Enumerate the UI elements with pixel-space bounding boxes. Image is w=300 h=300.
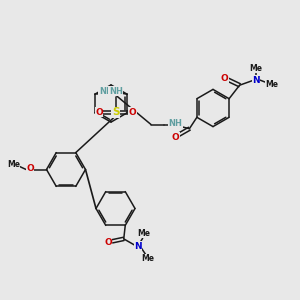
Text: O: O bbox=[104, 238, 112, 247]
Text: O: O bbox=[26, 164, 34, 173]
Text: NH: NH bbox=[99, 87, 112, 96]
Text: O: O bbox=[221, 74, 229, 83]
Text: O: O bbox=[95, 108, 103, 117]
Text: Me: Me bbox=[141, 254, 154, 263]
Text: N: N bbox=[252, 76, 260, 85]
Text: Me: Me bbox=[250, 64, 262, 73]
Text: S: S bbox=[112, 107, 119, 117]
Text: O: O bbox=[129, 108, 136, 117]
Text: NH: NH bbox=[109, 87, 123, 96]
Text: Me: Me bbox=[7, 160, 20, 169]
Text: Me: Me bbox=[137, 229, 150, 238]
Text: Me: Me bbox=[265, 80, 278, 89]
Text: O: O bbox=[171, 133, 179, 142]
Text: NH: NH bbox=[169, 119, 182, 128]
Text: N: N bbox=[134, 242, 142, 250]
